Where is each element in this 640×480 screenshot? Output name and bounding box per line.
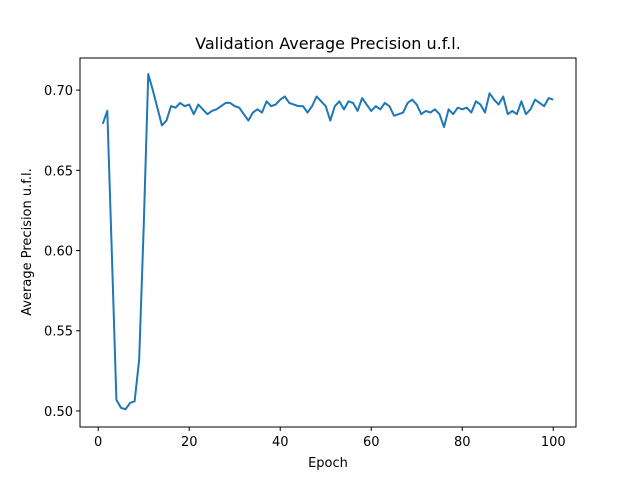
y-tick-label: 0.65: [44, 164, 73, 179]
series-line: [101, 73, 554, 411]
y-axis-ticks: 0.50 0.55 0.60 0.65 0.70: [44, 84, 80, 420]
x-tick-label: 0: [94, 435, 102, 450]
x-tick-label: 60: [363, 435, 380, 450]
x-tick-label: 40: [272, 435, 289, 450]
x-axis-label: Epoch: [308, 456, 348, 471]
plot-area: [101, 73, 554, 411]
x-axis-ticks: 0 20 40 60 80 100: [94, 427, 566, 450]
y-tick-label: 0.55: [44, 325, 73, 340]
chart-title: Validation Average Precision u.f.l.: [195, 34, 461, 53]
y-tick-label: 0.50: [44, 405, 73, 420]
x-tick-label: 100: [541, 435, 566, 450]
x-tick-label: 20: [181, 435, 198, 450]
y-tick-label: 0.70: [44, 84, 73, 99]
y-tick-label: 0.60: [44, 245, 73, 260]
plot-frame: [79, 57, 577, 428]
y-axis-label: Average Precision u.f.l.: [20, 168, 35, 316]
x-tick-label: 80: [454, 435, 471, 450]
